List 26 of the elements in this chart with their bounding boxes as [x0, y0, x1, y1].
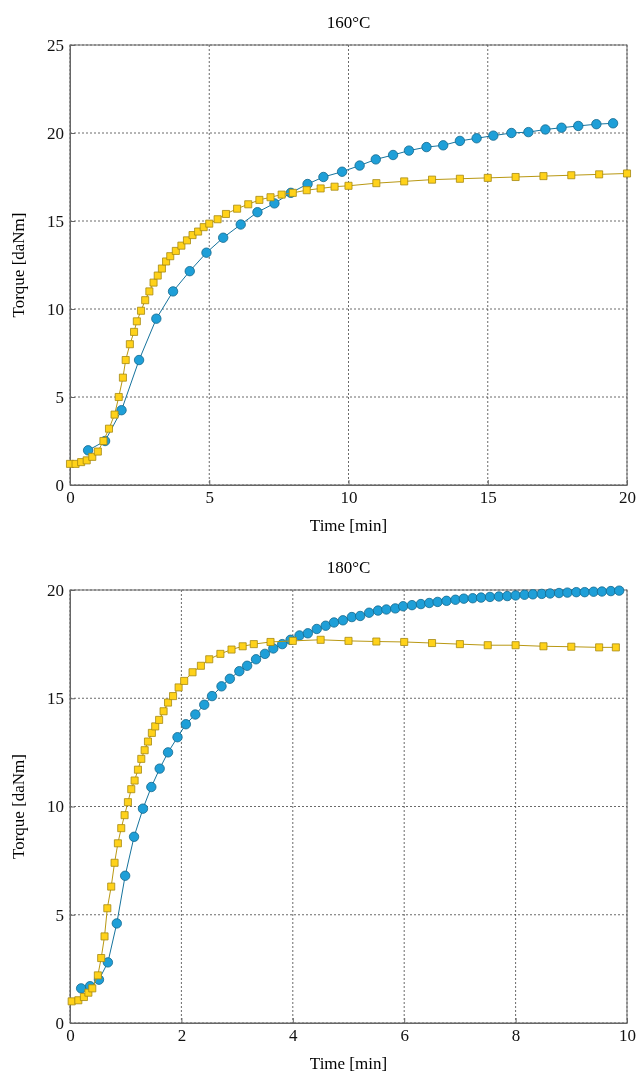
y-tick-label: 20 [47, 123, 64, 143]
y-tick-label: 25 [47, 35, 64, 55]
x-tick-label: 6 [400, 1026, 409, 1046]
x-tick-label: 4 [289, 1026, 299, 1046]
chart-title: 180°C [326, 558, 371, 577]
x-axis-title: Time [min] [309, 516, 388, 535]
x-tick-label: 2 [177, 1026, 187, 1046]
chart-title: 160°C [326, 13, 371, 32]
x-tick-label: 10 [340, 488, 358, 508]
x-tick-label: 5 [205, 488, 214, 508]
y-tick-label: 5 [55, 905, 64, 925]
y-tick-label: 10 [47, 299, 64, 319]
y-tick-label: 0 [55, 475, 64, 495]
x-tick-label: 10 [619, 1026, 636, 1046]
x-axis-title: Time [min] [309, 1054, 388, 1073]
y-tick-label: 5 [55, 387, 64, 407]
x-tick-label: 8 [511, 1026, 521, 1046]
x-tick-label: 20 [619, 488, 636, 508]
y-tick-label: 20 [47, 580, 64, 600]
y-tick-label: 15 [47, 689, 64, 709]
y-axis-title: Torque [daNm] [9, 212, 28, 318]
y-axis-title: Torque [daNm] [9, 753, 28, 860]
y-tick-label: 10 [47, 797, 64, 817]
y-tick-label: 15 [47, 211, 64, 231]
x-tick-label: 15 [479, 488, 497, 508]
y-tick-label: 0 [55, 1013, 64, 1033]
